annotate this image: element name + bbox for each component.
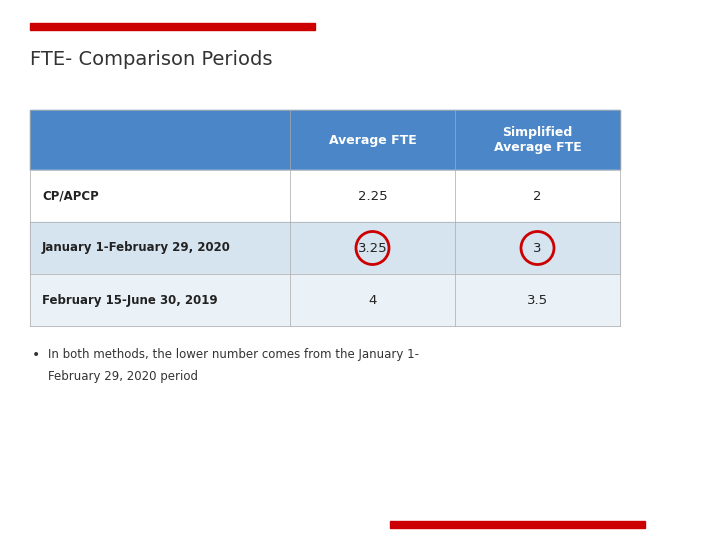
Bar <box>290 274 455 326</box>
Text: 2.25: 2.25 <box>358 190 387 202</box>
Text: 3.25: 3.25 <box>358 241 387 254</box>
Text: FTE- Comparison Periods: FTE- Comparison Periods <box>30 50 272 69</box>
Bar <box>30 274 290 326</box>
Text: •: • <box>32 348 40 362</box>
Bar <box>455 110 620 170</box>
Bar <box>455 274 620 326</box>
Text: 3.5: 3.5 <box>527 294 548 307</box>
Text: February 15-June 30, 2019: February 15-June 30, 2019 <box>42 294 217 307</box>
Text: CP/APCP: CP/APCP <box>42 190 99 202</box>
Bar <box>30 222 290 274</box>
Text: 2: 2 <box>534 190 541 202</box>
Bar <box>290 222 455 274</box>
Bar <box>290 110 455 170</box>
Text: 3: 3 <box>534 241 541 254</box>
Bar <box>30 110 290 170</box>
Text: In both methods, the lower number comes from the January 1-: In both methods, the lower number comes … <box>48 348 419 361</box>
Text: 4: 4 <box>369 294 377 307</box>
Text: January 1-February 29, 2020: January 1-February 29, 2020 <box>42 241 231 254</box>
Bar <box>455 222 620 274</box>
Bar <box>390 521 645 528</box>
Text: Simplified
Average FTE: Simplified Average FTE <box>494 126 581 154</box>
Bar <box>290 170 455 222</box>
Bar <box>30 23 315 30</box>
Text: Average FTE: Average FTE <box>328 133 416 146</box>
Bar <box>455 170 620 222</box>
Bar <box>30 170 290 222</box>
Text: February 29, 2020 period: February 29, 2020 period <box>48 370 198 383</box>
